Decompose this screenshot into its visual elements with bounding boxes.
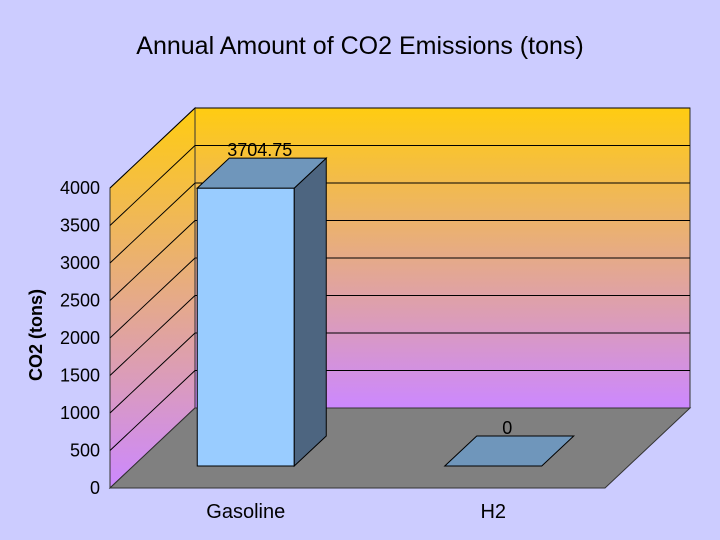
y-tick-label: 0 (90, 478, 100, 498)
bar-side-gasoline (293, 156, 327, 468)
y-axis-label: CO2 (tons) (26, 289, 46, 381)
y-tick-label: 3000 (60, 253, 100, 273)
data-label: 0 (502, 418, 512, 438)
gridline (109, 145, 690, 226)
gridline (109, 220, 690, 301)
gridline (109, 182, 690, 264)
gridline (109, 107, 690, 189)
y-tick-label: 1500 (60, 366, 100, 386)
chart-title: Annual Amount of CO2 Emissions (tons) (136, 32, 583, 60)
gridline (109, 370, 690, 451)
y-tick-label: 2000 (60, 328, 100, 348)
gridline (109, 332, 690, 414)
x-tick-label: Gasoline (206, 501, 285, 523)
gridline (109, 295, 690, 376)
y-tick-label: 3500 (60, 216, 100, 236)
y-tick-label: 4000 (60, 178, 100, 198)
y-tick-label: 2500 (60, 291, 100, 311)
y-tick-label: 1000 (60, 403, 100, 423)
data-label: 3704.75 (227, 140, 292, 160)
y-tick-label: 500 (70, 441, 100, 461)
bar-top-gasoline (195, 157, 328, 189)
bar-front-gasoline (196, 187, 295, 467)
x-tick-label: H2 (480, 501, 506, 523)
gridline (109, 257, 690, 339)
bar-top-h2 (443, 435, 576, 467)
